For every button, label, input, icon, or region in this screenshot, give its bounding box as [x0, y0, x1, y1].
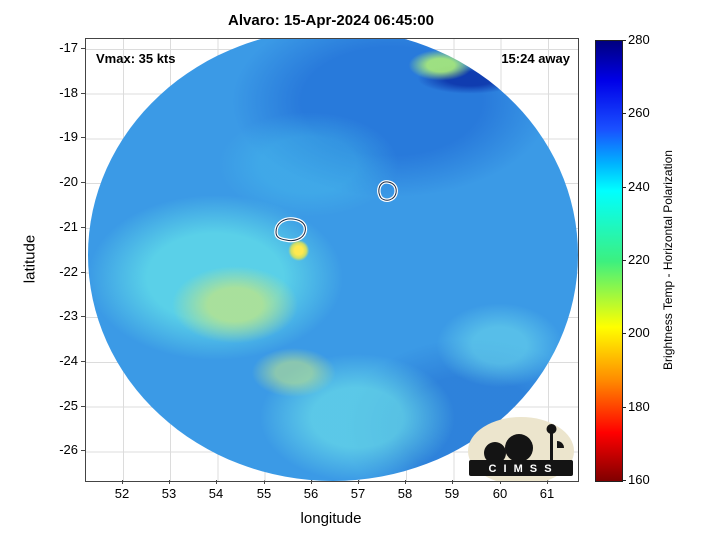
x-tick-mark — [500, 480, 501, 484]
colorbar-tick-mark — [622, 187, 626, 188]
time-away-annotation: 15:24 away — [501, 51, 570, 66]
y-tick-label: -23 — [59, 308, 78, 323]
y-tick-mark — [81, 406, 85, 407]
x-tick-label: 56 — [303, 486, 319, 501]
logo-dish-icon — [557, 441, 564, 448]
y-tick-label: -20 — [59, 174, 78, 189]
colorbar-title: Brightness Temp - Horizontal Polarizatio… — [661, 150, 675, 370]
colorbar-tick-mark — [622, 40, 626, 41]
y-tick-label: -24 — [59, 353, 78, 368]
y-tick-label: -19 — [59, 129, 78, 144]
x-tick-label: 58 — [397, 486, 413, 501]
x-tick-label: 54 — [208, 486, 224, 501]
x-tick-mark — [264, 480, 265, 484]
x-tick-label: 61 — [539, 486, 555, 501]
x-tick-mark — [358, 480, 359, 484]
x-tick-mark — [311, 480, 312, 484]
colorbar-tick-label: 160 — [628, 472, 650, 487]
vmax-annotation: Vmax: 35 kts — [96, 51, 176, 66]
y-tick-label: -22 — [59, 264, 78, 279]
y-tick-mark — [81, 227, 85, 228]
y-axis-title: latitude — [21, 234, 39, 284]
x-axis-title: longitude — [300, 510, 362, 527]
y-tick-label: -21 — [59, 219, 78, 234]
x-tick-label: 59 — [444, 486, 460, 501]
colorbar-tick-label: 220 — [628, 252, 650, 267]
y-tick-mark — [81, 450, 85, 451]
x-tick-label: 52 — [114, 486, 130, 501]
colorbar-tick-mark — [622, 480, 626, 481]
y-tick-mark — [81, 48, 85, 49]
logo-text: C I M S S — [488, 463, 553, 475]
y-tick-mark — [81, 361, 85, 362]
logo-text-band — [469, 460, 573, 476]
x-tick-mark — [169, 480, 170, 484]
x-tick-mark — [122, 480, 123, 484]
colorbar-tick-mark — [622, 113, 626, 114]
x-tick-mark — [452, 480, 453, 484]
logo-mast-top-icon — [546, 424, 557, 434]
y-tick-mark — [81, 137, 85, 138]
logo-mast-icon — [550, 433, 553, 461]
colorbar-tick-label: 260 — [628, 105, 650, 120]
contour-west — [274, 217, 308, 243]
x-tick-mark — [216, 480, 217, 484]
y-tick-label: -18 — [59, 85, 78, 100]
brightness-temp-swath — [88, 39, 578, 481]
colorbar-tick-label: 240 — [628, 179, 650, 194]
x-tick-label: 53 — [161, 486, 177, 501]
y-tick-label: -17 — [59, 40, 78, 55]
plot-area: Vmax: 35 kts 15:24 away C I M S S — [85, 38, 579, 482]
page-title: Alvaro: 15-Apr-2024 06:45:00 — [228, 12, 434, 29]
contour-east — [377, 180, 398, 202]
logo-dome-center-icon — [505, 434, 533, 462]
cimss-logo: C I M S S — [468, 417, 574, 481]
colorbar-tick-mark — [622, 407, 626, 408]
x-tick-label: 57 — [350, 486, 366, 501]
y-tick-mark — [81, 272, 85, 273]
colorbar-tick-label: 200 — [628, 325, 650, 340]
x-tick-label: 60 — [492, 486, 508, 501]
x-tick-label: 55 — [256, 486, 272, 501]
colorbar-tick-mark — [622, 260, 626, 261]
colorbar-tick-mark — [622, 333, 626, 334]
y-tick-label: -26 — [59, 442, 78, 457]
y-tick-mark — [81, 316, 85, 317]
x-tick-mark — [405, 480, 406, 484]
y-tick-label: -25 — [59, 398, 78, 413]
colorbar-tick-label: 280 — [628, 32, 650, 47]
logo-dome-left-icon — [484, 442, 506, 464]
colorbar — [595, 40, 623, 482]
storm-contours — [274, 180, 398, 243]
colorbar-tick-label: 180 — [628, 399, 650, 414]
y-tick-mark — [81, 93, 85, 94]
y-tick-mark — [81, 182, 85, 183]
x-tick-mark — [547, 480, 548, 484]
